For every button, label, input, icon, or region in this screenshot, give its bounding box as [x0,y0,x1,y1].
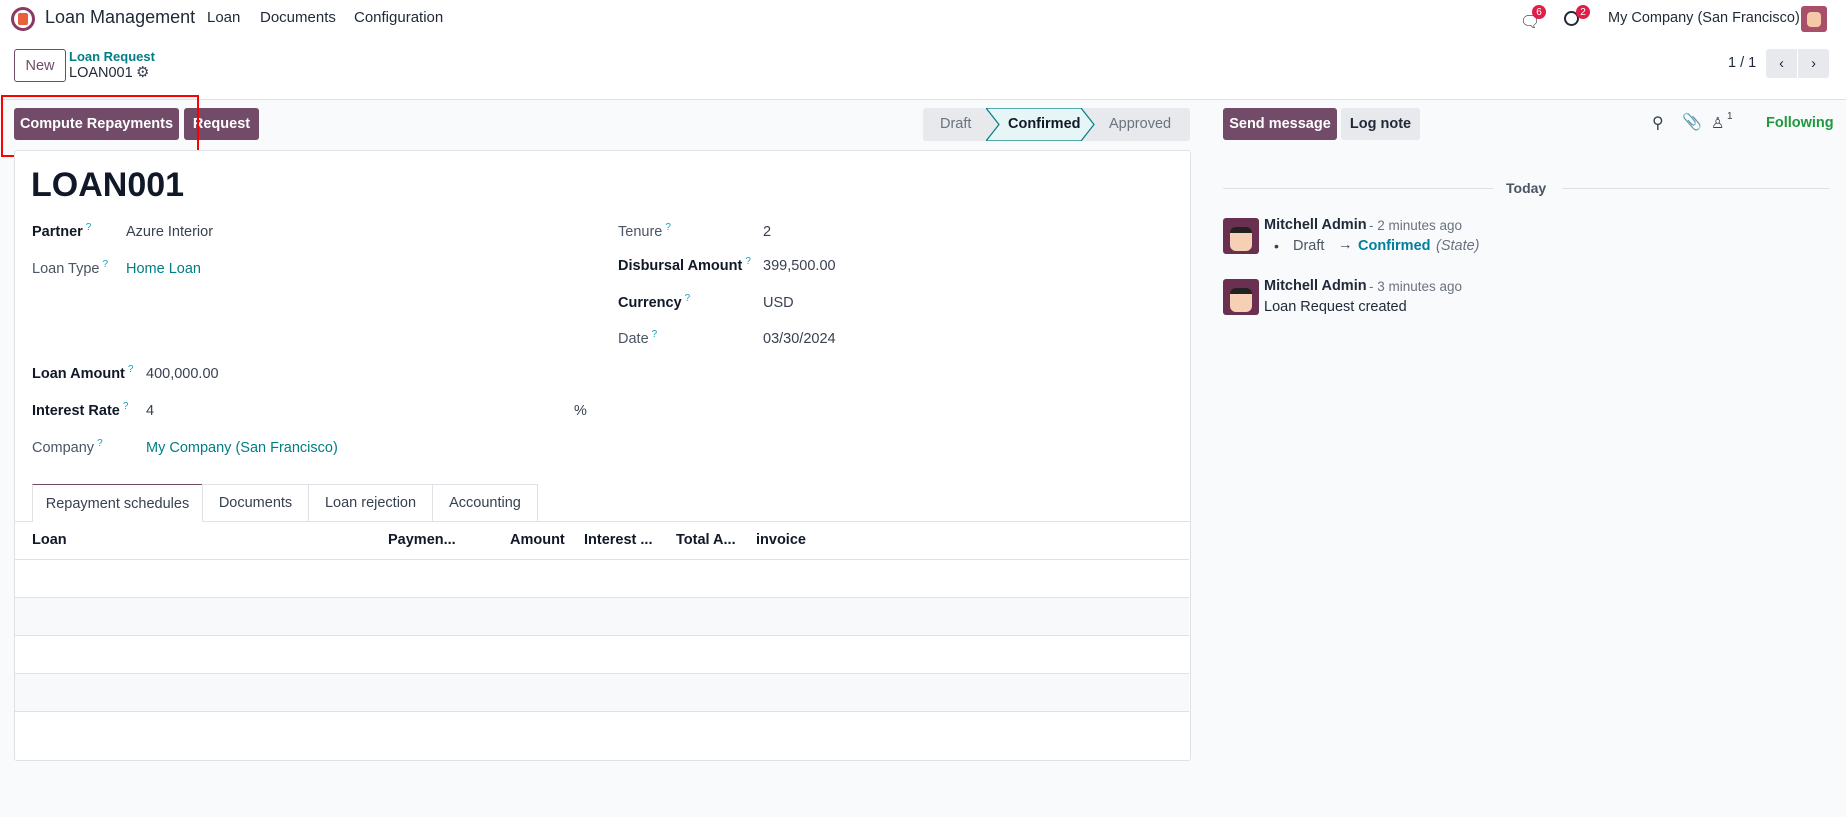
arrow-icon: → [1338,237,1353,253]
stage-draft[interactable]: Draft [940,116,972,132]
send-message-button[interactable]: Send message [1223,108,1337,140]
activities-button[interactable]: 2 [1562,5,1592,30]
tracking-new-value: Confirmed [1358,238,1431,254]
clock-icon [1564,11,1579,26]
loan-amount-field[interactable]: 400,000.00 [146,366,219,382]
date-separator-line [1562,188,1829,189]
status-bar: Draft Confirmed Approved [923,108,1190,141]
highlight-box [1,95,199,157]
message-author[interactable]: Mitchell Admin [1264,217,1367,233]
date-label: Date? [618,329,658,347]
table-row [15,598,1189,636]
control-panel: New Loan Request LOAN001 ⚙ 1 / 1 ‹ › [0,40,1846,100]
stage-approved[interactable]: Approved [1109,116,1172,132]
loan-type-field[interactable]: Home Loan [126,261,201,277]
menu-configuration[interactable]: Configuration [354,9,444,26]
author-avatar[interactable] [1223,218,1259,254]
tenure-label: Tenure? [618,222,671,240]
interest-rate-field[interactable]: 4 [146,403,155,419]
stage-confirmed-shape [986,108,1095,141]
following-button[interactable]: Following [1766,115,1834,131]
column-total-amount[interactable]: Total A... [676,532,736,548]
loan-amount-label: Loan Amount? [32,364,134,382]
stage-confirmed[interactable]: Confirmed [1008,116,1081,132]
menu-documents[interactable]: Documents [260,9,336,26]
search-icon[interactable]: ⚲ [1652,115,1664,132]
tenure-field[interactable]: 2 [763,224,772,240]
app-logo-icon[interactable] [11,7,35,31]
partner-field[interactable]: Azure Interior [126,224,214,240]
messages-badge: 6 [1532,5,1546,19]
column-payment[interactable]: Paymen... [388,532,456,548]
disbursal-amount-field[interactable]: 399,500.00 [763,258,836,274]
new-button[interactable]: New [14,49,66,82]
table-row [15,560,1189,598]
pager-previous-button[interactable]: ‹ [1766,49,1797,78]
compute-repayments-button[interactable]: Compute Repayments [14,108,179,140]
table-row [15,674,1189,712]
bullet: • [1274,238,1279,254]
message-author[interactable]: Mitchell Admin [1264,278,1367,294]
gear-icon[interactable]: ⚙ [136,64,150,81]
app-title[interactable]: Loan Management [45,7,196,27]
tab-loan-rejection[interactable]: Loan rejection [308,484,433,521]
message-body: Loan Request created [1264,299,1407,315]
request-button[interactable]: Request [184,108,259,140]
activities-badge: 2 [1576,5,1590,19]
tracking-field: (State) [1436,238,1480,254]
company-switcher[interactable]: My Company (San Francisco) [1608,10,1800,26]
followers-count: 1 [1727,111,1733,122]
user-avatar[interactable] [1801,6,1827,32]
currency-field[interactable]: USD [763,295,794,311]
tabs-baseline [15,521,1190,522]
table-row [15,712,1189,759]
author-avatar[interactable] [1223,279,1259,315]
followers-icon[interactable]: ♙ [1711,115,1725,132]
messages-button[interactable]: 🗨 6 [1518,5,1548,31]
column-interest[interactable]: Interest ... [584,532,653,548]
breadcrumb-current: LOAN001 [69,65,133,81]
log-note-button[interactable]: Log note [1341,108,1420,140]
currency-label: Currency? [618,293,691,311]
company-label: Company? [32,438,103,456]
breadcrumb-loan-request[interactable]: Loan Request [69,49,155,64]
paperclip-icon[interactable]: 📎 [1682,114,1702,131]
message-time: - 3 minutes ago [1369,279,1463,294]
column-loan[interactable]: Loan [32,532,67,548]
tab-accounting[interactable]: Accounting [432,484,538,521]
table-header-divider [15,559,1189,560]
date-field[interactable]: 03/30/2024 [763,331,836,347]
percent-suffix: % [574,403,587,419]
pager-next-button[interactable]: › [1798,49,1829,78]
disbursal-amount-label: Disbursal Amount? [618,256,751,274]
column-amount[interactable]: Amount [510,532,565,548]
tab-repayment-schedules[interactable]: Repayment schedules [32,484,203,522]
tracking-old-value: Draft [1293,238,1325,254]
date-separator: Today [1506,180,1547,196]
loan-type-label: Loan Type? [32,259,109,277]
tab-documents[interactable]: Documents [202,484,309,521]
column-invoice[interactable]: invoice [756,532,806,548]
interest-rate-label: Interest Rate? [32,401,129,419]
record-title: LOAN001 [31,166,185,204]
message-time: - 2 minutes ago [1369,218,1463,233]
table-row [15,636,1189,674]
menu-loan[interactable]: Loan [207,9,241,26]
date-separator-line [1223,188,1493,189]
top-navbar: Loan Management Loan Documents Configura… [0,0,1846,40]
partner-label: Partner? [32,222,92,240]
company-field[interactable]: My Company (San Francisco) [146,440,338,456]
pager-value[interactable]: 1 / 1 [1728,55,1757,71]
